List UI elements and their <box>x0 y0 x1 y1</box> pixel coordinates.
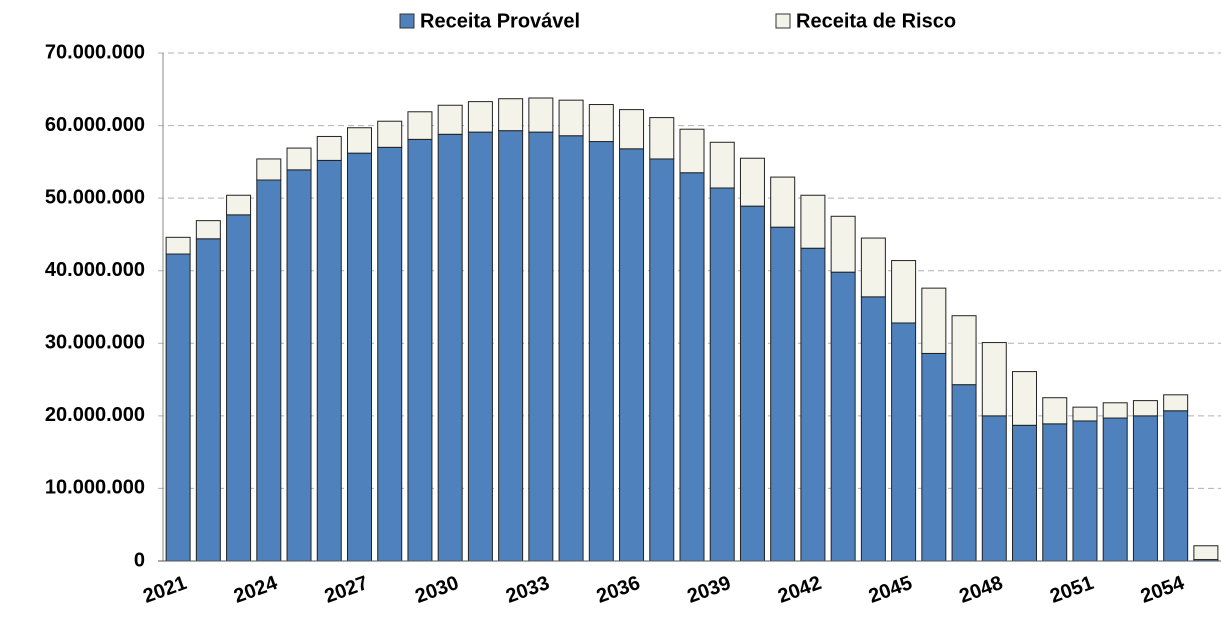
x-tick-label: 2033 <box>503 572 552 608</box>
bar-segment <box>467 131 493 562</box>
bar-segment <box>1012 371 1038 426</box>
x-tick-label: 2021 <box>140 572 189 608</box>
bar-segment <box>226 194 252 216</box>
bar-segment <box>558 99 584 137</box>
bar-segment <box>377 120 403 148</box>
x-tick-label: 2036 <box>594 572 643 608</box>
bar-segment <box>1072 406 1098 422</box>
bar-segment <box>498 98 524 132</box>
legend-label: Receita de Risco <box>796 10 956 32</box>
y-tick-label: 20.000.000 <box>45 404 145 426</box>
bar-segment <box>800 194 826 249</box>
x-tick-label: 2051 <box>1047 572 1096 608</box>
bar-segment <box>830 215 856 273</box>
bar-segment <box>830 271 856 562</box>
bar-segment <box>165 236 191 255</box>
bar-segment <box>437 133 463 562</box>
bar-segment <box>165 253 191 562</box>
legend-swatch <box>399 13 415 29</box>
bar-segment <box>1042 397 1068 425</box>
bar-segment <box>860 237 886 298</box>
bar-segment <box>256 179 282 562</box>
bar-segment <box>860 296 886 562</box>
x-tick-label: 2024 <box>231 572 281 608</box>
bar-segment <box>316 135 342 161</box>
y-tick-label: 50.000.000 <box>45 186 145 208</box>
x-tick-label: 2027 <box>322 572 371 608</box>
legend-swatch <box>775 13 791 29</box>
x-tick-label: 2054 <box>1138 572 1188 608</box>
bar-segment <box>558 135 584 562</box>
bar-segment <box>891 322 917 562</box>
bar-segment <box>286 147 312 171</box>
x-tick-label: 2048 <box>956 572 1005 608</box>
bar-segment <box>377 146 403 562</box>
x-tick-label: 2045 <box>866 572 915 608</box>
y-tick-label: 30.000.000 <box>45 332 145 354</box>
bar-segment <box>709 141 735 189</box>
legend-label: Receita Provável <box>420 10 580 32</box>
bar-segment <box>498 130 524 562</box>
bar-segment <box>770 176 796 228</box>
bar-segment <box>981 415 1007 562</box>
bar-segment <box>195 238 221 562</box>
x-tick-label: 2042 <box>775 572 824 608</box>
bar-segment <box>619 109 645 150</box>
bar-segment <box>921 287 947 354</box>
bar-segment <box>195 220 221 240</box>
bar-segment <box>286 169 312 562</box>
bar-segment <box>256 158 282 181</box>
bar-segment <box>619 148 645 562</box>
bar-segment <box>739 205 765 562</box>
bar-segment <box>407 138 433 562</box>
bar-segment <box>1102 417 1128 562</box>
bar-segment <box>739 157 765 207</box>
y-tick-label: 10.000.000 <box>45 477 145 499</box>
bar-segment <box>1012 424 1038 562</box>
bar-segment <box>921 352 947 562</box>
bar-segment <box>891 260 917 324</box>
bar-segment <box>1102 402 1128 419</box>
bar-segment <box>1163 410 1189 562</box>
bar-segment <box>346 152 372 562</box>
bar-segment <box>316 159 342 562</box>
bar-segment <box>1072 420 1098 562</box>
y-tick-label: 70.000.000 <box>45 41 145 63</box>
y-tick-label: 60.000.000 <box>45 114 145 136</box>
x-tick-label: 2039 <box>684 572 733 608</box>
bar-segment <box>588 141 614 562</box>
bar-segment <box>1163 394 1189 412</box>
bar-segment <box>226 214 252 562</box>
bar-segment <box>1042 423 1068 562</box>
bar-segment <box>467 101 493 133</box>
bar-segment <box>981 342 1007 417</box>
bar-segment <box>679 172 705 562</box>
y-tick-label: 40.000.000 <box>45 259 145 281</box>
bar-segment <box>679 128 705 174</box>
bar-segment <box>649 117 675 160</box>
bar-segment <box>1193 545 1219 561</box>
bar-segment <box>770 226 796 562</box>
bar-segment <box>588 104 614 143</box>
bar-segment <box>1132 415 1158 562</box>
bar-segment <box>951 315 977 386</box>
bar-segment <box>800 247 826 562</box>
bar-segment <box>528 97 554 133</box>
bar-segment <box>1132 400 1158 417</box>
bar-segment <box>407 111 433 140</box>
y-tick-label: 0 <box>134 549 145 571</box>
bar-segment <box>346 127 372 154</box>
bar-segment <box>437 104 463 135</box>
bar-segment <box>649 158 675 562</box>
bar-segment <box>709 187 735 562</box>
bar-segment <box>528 131 554 562</box>
bar-segment <box>951 384 977 562</box>
x-tick-label: 2030 <box>412 572 461 608</box>
